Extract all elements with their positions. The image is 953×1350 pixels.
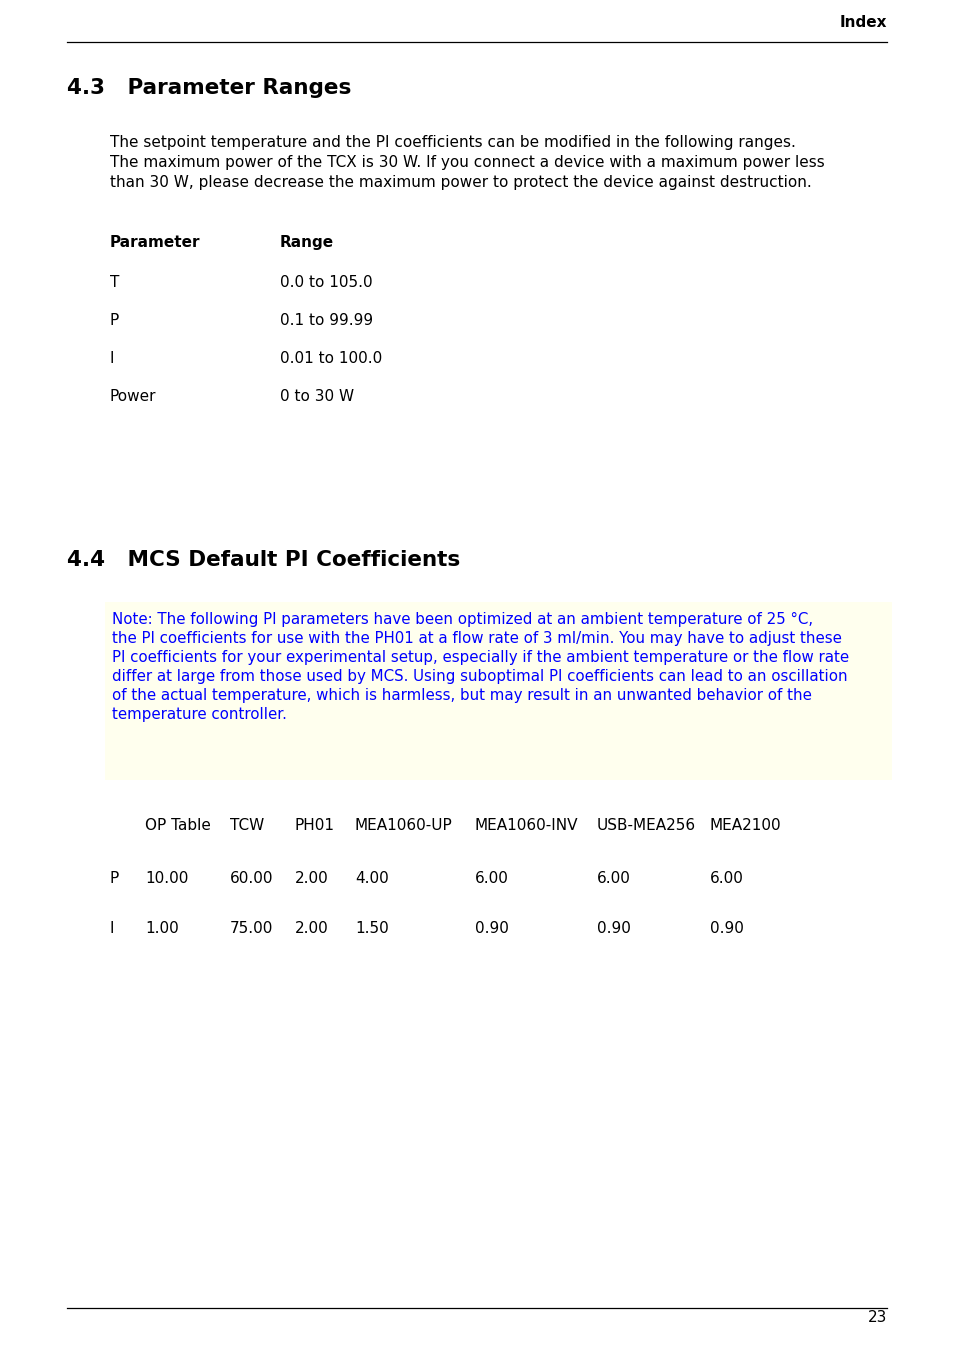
Text: 6.00: 6.00: [709, 871, 743, 886]
Text: 4.3   Parameter Ranges: 4.3 Parameter Ranges: [67, 78, 351, 99]
Text: T: T: [110, 275, 119, 290]
Text: Power: Power: [110, 389, 156, 404]
Text: 10.00: 10.00: [145, 871, 188, 886]
Text: 2.00: 2.00: [294, 921, 329, 936]
Text: 4.00: 4.00: [355, 871, 388, 886]
Text: 75.00: 75.00: [230, 921, 274, 936]
Text: 1.50: 1.50: [355, 921, 388, 936]
Text: Parameter: Parameter: [110, 235, 200, 250]
Text: 0 to 30 W: 0 to 30 W: [280, 389, 354, 404]
Text: MEA1060-UP: MEA1060-UP: [355, 818, 453, 833]
Text: 0.1 to 99.99: 0.1 to 99.99: [280, 313, 373, 328]
Text: 0.90: 0.90: [475, 921, 508, 936]
Text: TCW: TCW: [230, 818, 264, 833]
Text: P: P: [110, 313, 119, 328]
Text: of the actual temperature, which is harmless, but may result in an unwanted beha: of the actual temperature, which is harm…: [112, 688, 811, 703]
Text: PH01: PH01: [294, 818, 335, 833]
Text: 0.0 to 105.0: 0.0 to 105.0: [280, 275, 373, 290]
Text: Range: Range: [280, 235, 334, 250]
Text: OP Table: OP Table: [145, 818, 211, 833]
Text: 0.90: 0.90: [597, 921, 630, 936]
Text: Index: Index: [839, 15, 886, 30]
Text: 23: 23: [866, 1310, 886, 1324]
Text: PI coefficients for your experimental setup, especially if the ambient temperatu: PI coefficients for your experimental se…: [112, 649, 848, 666]
Text: 0.90: 0.90: [709, 921, 743, 936]
Text: 0.01 to 100.0: 0.01 to 100.0: [280, 351, 382, 366]
Text: The setpoint temperature and the PI coefficients can be modified in the followin: The setpoint temperature and the PI coef…: [110, 135, 795, 150]
Text: 60.00: 60.00: [230, 871, 274, 886]
Text: 6.00: 6.00: [597, 871, 630, 886]
Text: temperature controller.: temperature controller.: [112, 707, 287, 722]
Text: MEA1060-INV: MEA1060-INV: [475, 818, 578, 833]
Text: the PI coefficients for use with the PH01 at a flow rate of 3 ml/min. You may ha: the PI coefficients for use with the PH0…: [112, 630, 841, 647]
Text: 2.00: 2.00: [294, 871, 329, 886]
Text: USB-MEA256: USB-MEA256: [597, 818, 696, 833]
Text: P: P: [110, 871, 119, 886]
Text: 1.00: 1.00: [145, 921, 178, 936]
Text: I: I: [110, 351, 114, 366]
FancyBboxPatch shape: [105, 602, 891, 780]
Text: I: I: [110, 921, 114, 936]
Text: 4.4   MCS Default PI Coefficients: 4.4 MCS Default PI Coefficients: [67, 549, 459, 570]
Text: 6.00: 6.00: [475, 871, 508, 886]
Text: The maximum power of the TCX is 30 W. If you connect a device with a maximum pow: The maximum power of the TCX is 30 W. If…: [110, 155, 824, 170]
Text: differ at large from those used by MCS. Using suboptimal PI coefficients can lea: differ at large from those used by MCS. …: [112, 670, 846, 684]
Text: MEA2100: MEA2100: [709, 818, 781, 833]
Text: Note: The following PI parameters have been optimized at an ambient temperature : Note: The following PI parameters have b…: [112, 612, 812, 626]
Text: than 30 W, please decrease the maximum power to protect the device against destr: than 30 W, please decrease the maximum p…: [110, 176, 811, 190]
